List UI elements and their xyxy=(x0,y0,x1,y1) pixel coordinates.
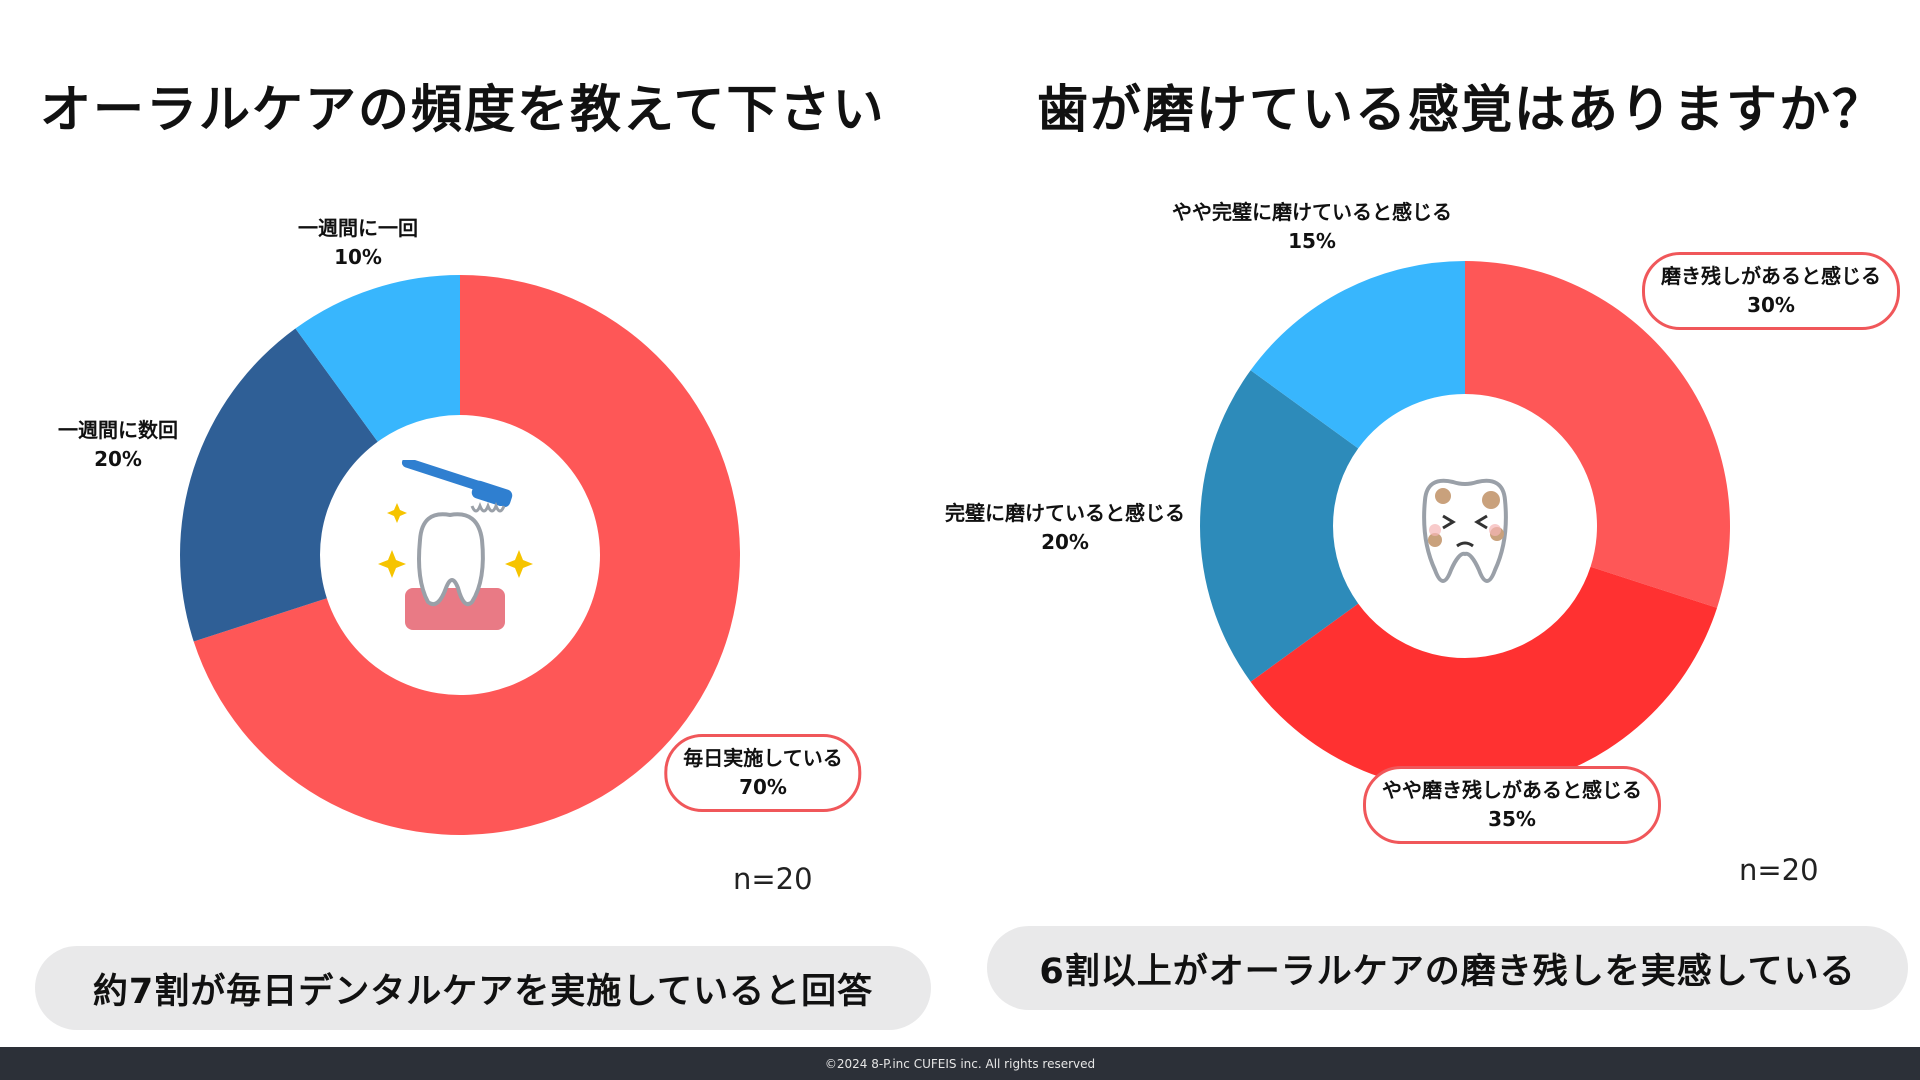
sample-size-label: n=20 xyxy=(1739,853,1819,887)
slice-name: やや磨き残しがあると感じる xyxy=(1382,776,1642,805)
slice-name: 完璧に磨けていると感じる xyxy=(945,499,1185,528)
summary-brushing-feeling: 6割以上がオーラルケアの磨き残しを実感している xyxy=(987,926,1908,1010)
slice-name: 一週間に数回 xyxy=(58,416,178,445)
slice-percent: 15% xyxy=(1172,227,1452,256)
sample-size-label: n=20 xyxy=(733,862,813,896)
copyright-footer: ©2024 8-P.inc CUFEIS inc. All rights res… xyxy=(0,1047,1920,1080)
slice-percent: 70% xyxy=(683,773,842,802)
slice-label-daily: 毎日実施している 70% xyxy=(664,734,861,812)
slice-label-some-leftovers: やや磨き残しがあると感じる 35% xyxy=(1363,766,1661,844)
slice-label-leftovers: 磨き残しがあると感じる 30% xyxy=(1642,252,1900,330)
slice-percent: 20% xyxy=(58,445,178,474)
slice-percent: 30% xyxy=(1661,291,1881,320)
slice-percent: 35% xyxy=(1382,805,1642,834)
dirty-tooth-icon xyxy=(1405,470,1525,600)
slice-name: 一週間に一回 xyxy=(298,214,418,243)
slice-label-once-a-week: 一週間に一回 10% xyxy=(298,214,418,272)
slice-percent: 20% xyxy=(945,528,1185,557)
slice-name: 毎日実施している xyxy=(683,744,842,773)
slice-label-somewhat-clean: やや完璧に磨けていると感じる 15% xyxy=(1172,198,1452,256)
summary-frequency: 約7割が毎日デンタルケアを実施していると回答 xyxy=(35,946,931,1030)
slice-name: やや完璧に磨けていると感じる xyxy=(1172,198,1452,227)
slice-percent: 10% xyxy=(298,243,418,272)
slice-label-perfectly-clean: 完璧に磨けていると感じる 20% xyxy=(945,499,1185,557)
slice-label-several-times-a-week: 一週間に数回 20% xyxy=(58,416,178,474)
slice-name: 磨き残しがあると感じる xyxy=(1661,262,1881,291)
